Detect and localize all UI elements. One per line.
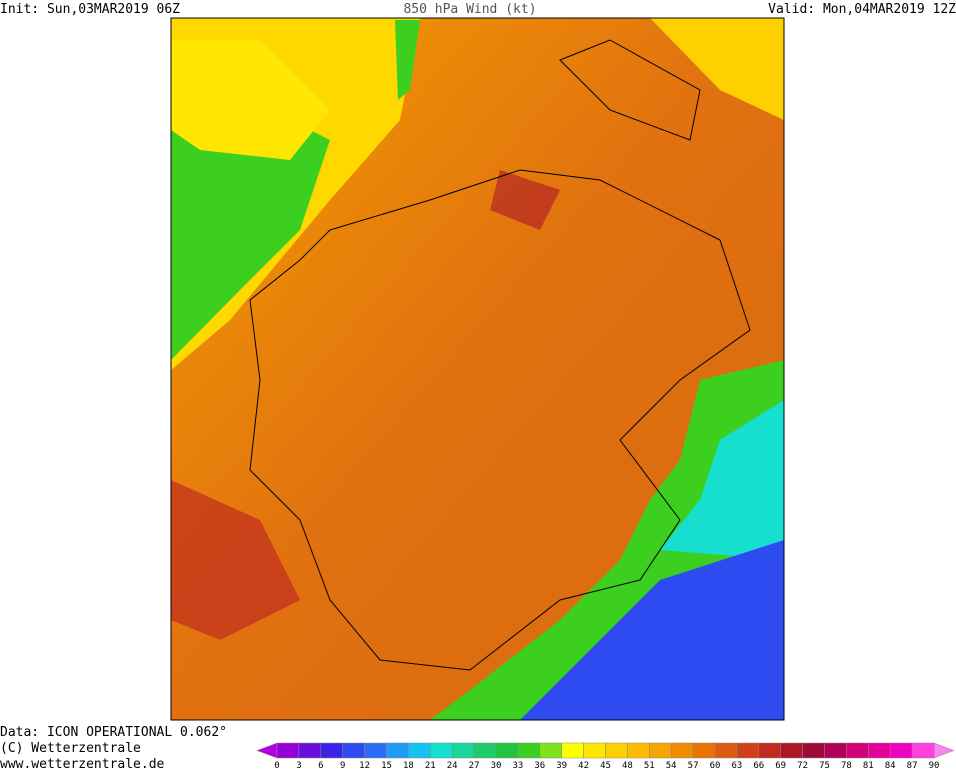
colorbar-tick-label: 72: [797, 761, 808, 770]
colorbar-swatch: [539, 742, 562, 759]
colorbar-tick-label: 18: [403, 761, 414, 770]
map-title: 850 hPa Wind (kt): [403, 2, 536, 17]
colorbar-swatch: [736, 742, 760, 759]
colorbar-tick-label: 0: [274, 761, 279, 770]
colorbar-swatch: [386, 742, 409, 759]
colorbar: 0 3 6 9 12 15 18 21 24 27 30 33 36 39 42 45 48 51 54 57 60 63…: [256, 742, 955, 770]
colorbar-tick-label: 78: [841, 761, 852, 770]
colorbar-tick-label: 45: [600, 761, 611, 770]
colorbar-tick-label: 69: [775, 761, 786, 770]
colorbar-tick-label: 30: [491, 761, 502, 770]
colorbar-tick-label: 84: [885, 761, 896, 770]
colorbar-swatch: [911, 742, 935, 759]
data-source: Data: ICON OPERATIONAL 0.062°: [0, 725, 227, 740]
colorbar-tick-label: 39: [556, 761, 567, 770]
colorbar-tick-label: 57: [688, 761, 699, 770]
colorbar-swatch: [758, 742, 781, 759]
colorbar-swatch: [670, 742, 694, 759]
colorbar-tick-label: 15: [381, 761, 392, 770]
colorbar-tick-label: 75: [819, 761, 830, 770]
colorbar-swatch: [298, 742, 322, 759]
colorbar-swatch: [364, 742, 387, 759]
colorbar-swatch: [692, 742, 716, 759]
colorbar-under: [256, 742, 278, 759]
colorbar-tick-label: 9: [340, 761, 345, 770]
colorbar-tick-label: 12: [359, 761, 370, 770]
colorbar-swatch: [320, 742, 343, 759]
colorbar-swatch: [714, 742, 738, 759]
colorbar-swatch: [495, 742, 519, 759]
colorbar-swatch: [802, 742, 825, 759]
colorbar-over: [933, 742, 955, 759]
colorbar-swatch: [342, 742, 365, 759]
colorbar-swatch: [868, 742, 891, 759]
colorbar-tick-label: 33: [512, 761, 523, 770]
colorbar-swatch: [649, 742, 672, 759]
colorbar-swatch: [824, 742, 847, 759]
colorbar-tick-label: 6: [318, 761, 323, 770]
colorbar-swatch: [408, 742, 431, 759]
colorbar-tick-label: 3: [296, 761, 301, 770]
colorbar-tick-label: 60: [710, 761, 721, 770]
colorbar-tick-label: 87: [907, 761, 918, 770]
wind-field: [171, 18, 784, 720]
website: www.wetterzentrale.de: [0, 757, 165, 770]
colorbar-swatch: [780, 742, 803, 759]
colorbar-swatch: [627, 742, 650, 759]
colorbar-swatch: [451, 742, 475, 759]
colorbar-swatch: [583, 742, 606, 759]
colorbar-tick-label: 81: [863, 761, 874, 770]
colorbar-tick-label: 21: [425, 761, 436, 770]
colorbar-tick-label: 90: [929, 761, 940, 770]
colorbar-swatch: [846, 742, 869, 759]
colorbar-swatch: [276, 742, 300, 759]
colorbar-swatch: [605, 742, 628, 759]
colorbar-tick-label: 36: [534, 761, 545, 770]
colorbar-swatch: [517, 742, 541, 759]
copyright: (C) Wetterzentrale: [0, 741, 141, 756]
colorbar-swatch: [430, 742, 453, 759]
valid-label: Valid: Mon,04MAR2019 12Z: [768, 2, 956, 17]
colorbar-swatch: [889, 742, 913, 759]
colorbar-swatch: [473, 742, 497, 759]
init-label: Init: Sun,03MAR2019 06Z: [0, 2, 180, 17]
colorbar-tick-label: 54: [666, 761, 677, 770]
colorbar-swatch: [561, 742, 584, 759]
colorbar-tick-label: 27: [469, 761, 480, 770]
colorbar-tick-label: 48: [622, 761, 633, 770]
colorbar-tick-label: 63: [731, 761, 742, 770]
map-frame: [170, 17, 785, 721]
colorbar-tick-label: 66: [753, 761, 764, 770]
colorbar-tick-label: 24: [447, 761, 458, 770]
colorbar-tick-label: 51: [644, 761, 655, 770]
colorbar-tick-label: 42: [578, 761, 589, 770]
